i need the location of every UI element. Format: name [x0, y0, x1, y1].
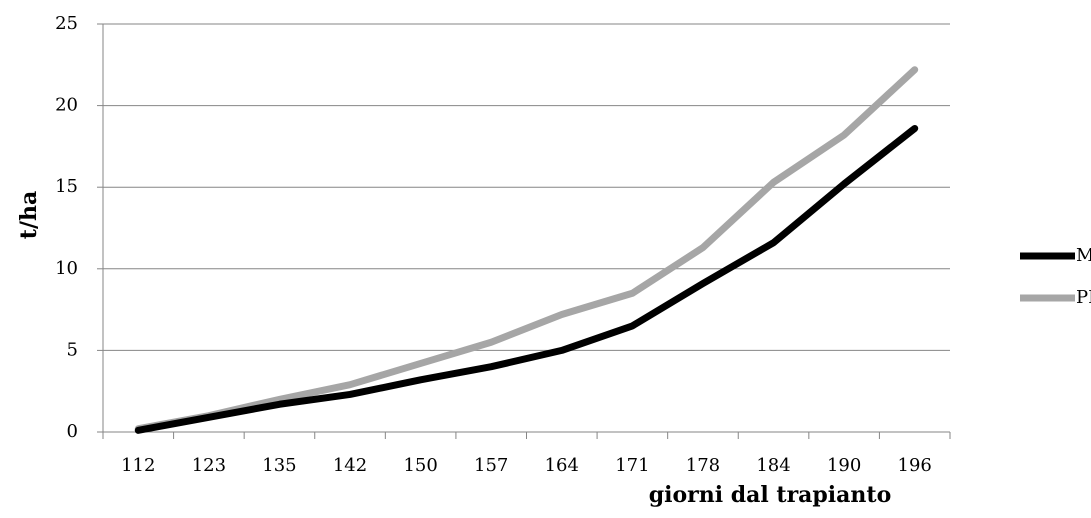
legend-label: MB	[1076, 245, 1091, 266]
y-axis-label: t/ha	[16, 191, 42, 239]
y-tick-label: 25	[55, 13, 78, 34]
x-tick-label: 190	[827, 455, 861, 476]
y-tick-label: 10	[55, 258, 78, 279]
y-tick-label: 5	[67, 339, 78, 360]
line-series	[134, 124, 919, 434]
y-tick-label: 15	[55, 176, 78, 197]
x-tick-label: 184	[756, 455, 790, 476]
x-tick-label: 123	[192, 455, 226, 476]
x-tick-label: 196	[898, 455, 932, 476]
x-tick-label: 171	[615, 455, 649, 476]
x-tick-label: 150	[403, 455, 437, 476]
y-tick-label: 0	[67, 421, 78, 442]
line-series	[134, 66, 919, 433]
x-tick-label: 164	[545, 455, 579, 476]
legend-label: PE	[1076, 287, 1091, 308]
x-axis-label: giorni dal trapianto	[649, 482, 892, 508]
y-tick-label: 20	[55, 95, 78, 116]
x-tick-label: 142	[333, 455, 367, 476]
x-tick-label: 112	[121, 455, 155, 476]
x-tick-label: 135	[262, 455, 296, 476]
x-tick-label: 157	[474, 455, 508, 476]
x-tick-label: 178	[686, 455, 720, 476]
